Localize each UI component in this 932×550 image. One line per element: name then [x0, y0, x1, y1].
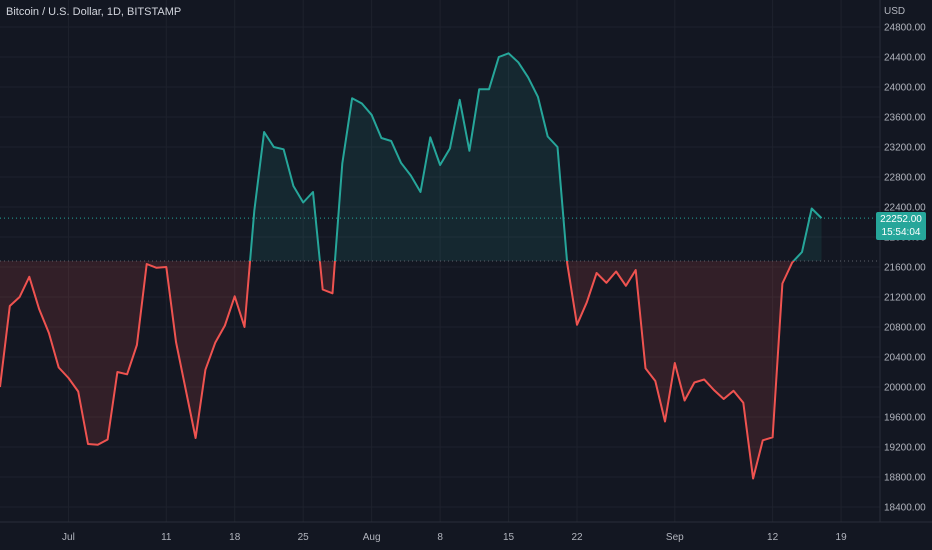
time-tick-label: 12	[767, 532, 779, 543]
price-tick-label: 20000.00	[884, 383, 926, 394]
price-tick-label: 20400.00	[884, 353, 926, 364]
time-axis[interactable]: Jul 11 18 25 Aug 8 15 22 Sep 12 19	[0, 521, 932, 543]
reference-lines	[0, 217, 880, 262]
price-lines	[0, 52, 823, 480]
currency-label: USD	[884, 6, 905, 17]
area-below-baseline	[0, 261, 822, 479]
price-tick-label: 20800.00	[884, 323, 926, 334]
price-tick-label: 21200.00	[884, 293, 926, 304]
price-tick-label: 22400.00	[884, 203, 926, 214]
time-tick-label: Aug	[363, 532, 381, 543]
time-tick-label: 22	[571, 532, 583, 543]
time-tick-label: 15	[503, 532, 515, 543]
price-tick-label: 23200.00	[884, 143, 926, 154]
baseline-areas	[0, 53, 822, 479]
price-tick-label: 18400.00	[884, 503, 926, 514]
price-tick-label: 19600.00	[884, 413, 926, 424]
time-tick-label: Sep	[666, 532, 684, 543]
time-tick-label: 18	[229, 532, 241, 543]
last-price-value: 22252.00	[880, 214, 922, 225]
time-tick-label: 19	[836, 532, 848, 543]
price-tick-label: 19200.00	[884, 443, 926, 454]
last-price-badge: 22252.00 15:54:04	[876, 212, 926, 240]
area-above-baseline	[0, 53, 822, 261]
time-tick-label: Jul	[62, 532, 75, 543]
price-tick-label: 23600.00	[884, 113, 926, 124]
price-axis[interactable]: USD 24800.00 24400.00 24000.00 23600.00 23200…	[879, 0, 926, 522]
time-tick-label: 25	[298, 532, 310, 543]
price-tick-label: 24800.00	[884, 23, 926, 34]
price-line-below[interactable]	[0, 53, 822, 480]
time-tick-label: 11	[161, 532, 172, 543]
bar-countdown: 15:54:04	[881, 227, 921, 238]
price-tick-label: 24000.00	[884, 83, 926, 94]
price-tick-label: 18800.00	[884, 473, 926, 484]
chart-title: Bitcoin / U.S. Dollar, 1D, BITSTAMP	[6, 6, 182, 18]
price-line-above[interactable]	[0, 52, 823, 478]
time-tick-label: 8	[437, 532, 443, 543]
price-tick-label: 21600.00	[884, 263, 926, 274]
price-tick-label: 22800.00	[884, 173, 926, 184]
price-tick-label: 24400.00	[884, 53, 926, 64]
